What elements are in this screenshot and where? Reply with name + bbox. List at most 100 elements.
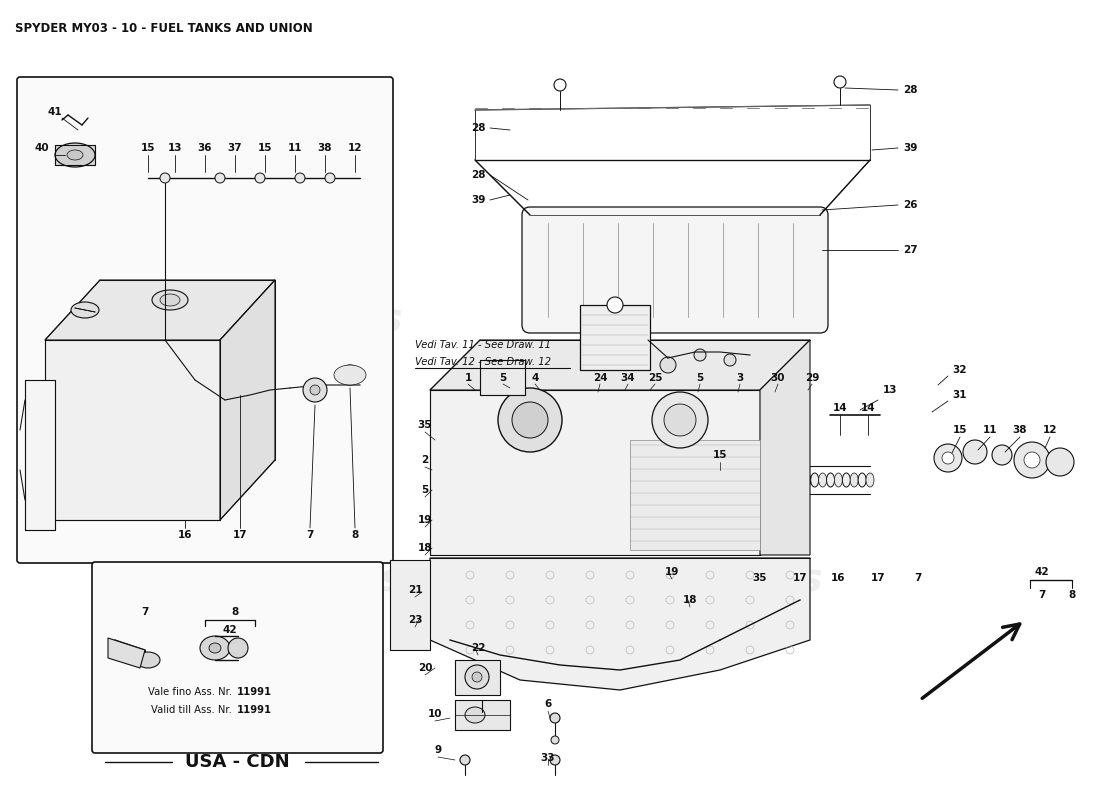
Ellipse shape [834,76,846,88]
Text: 17: 17 [233,530,248,540]
Ellipse shape [843,473,850,487]
Ellipse shape [1014,442,1050,478]
Text: 36: 36 [198,143,212,153]
Text: eurospares: eurospares [157,561,403,599]
Ellipse shape [472,672,482,682]
Text: 5: 5 [421,485,429,495]
Text: 42: 42 [1035,567,1049,577]
Ellipse shape [664,404,696,436]
Text: 40: 40 [35,143,50,153]
Polygon shape [25,380,55,530]
Text: 9: 9 [434,745,441,755]
Text: Valid till Ass. Nr.: Valid till Ass. Nr. [151,705,235,715]
Ellipse shape [826,473,835,487]
Ellipse shape [739,473,748,487]
Text: 13: 13 [882,385,898,395]
Text: 37: 37 [228,143,242,153]
Text: 8: 8 [231,607,239,617]
Text: 32: 32 [953,365,967,375]
Polygon shape [430,340,810,390]
Text: 13: 13 [167,143,183,153]
Ellipse shape [866,473,874,487]
Text: 27: 27 [903,245,917,255]
Ellipse shape [803,473,811,487]
Text: 8: 8 [1068,590,1076,600]
Text: 15: 15 [141,143,155,153]
Polygon shape [480,360,525,395]
Text: 31: 31 [953,390,967,400]
Polygon shape [455,700,510,730]
Text: 30: 30 [771,373,785,383]
Text: 19: 19 [664,567,679,577]
Ellipse shape [607,297,623,313]
Text: 39: 39 [903,143,917,153]
Text: 28: 28 [903,85,917,95]
Polygon shape [455,660,500,695]
Polygon shape [220,280,275,520]
Ellipse shape [228,638,248,658]
Ellipse shape [67,150,82,160]
Text: 3: 3 [736,373,744,383]
Text: 17: 17 [793,573,807,583]
Ellipse shape [200,636,230,660]
Polygon shape [760,340,810,555]
Text: 7: 7 [914,573,922,583]
Text: 2: 2 [421,455,429,465]
FancyBboxPatch shape [16,77,393,563]
Ellipse shape [340,365,360,385]
Ellipse shape [934,444,962,472]
Text: 14: 14 [833,403,847,413]
Text: 7: 7 [306,530,313,540]
Text: 6: 6 [544,699,551,709]
Ellipse shape [554,79,566,91]
Text: 15: 15 [953,425,967,435]
Text: 35: 35 [752,573,768,583]
Text: 21: 21 [408,585,422,595]
Ellipse shape [310,385,320,395]
Text: 22: 22 [471,643,485,653]
Ellipse shape [835,473,843,487]
Ellipse shape [771,473,779,487]
Ellipse shape [850,473,858,487]
Ellipse shape [465,665,490,689]
Ellipse shape [962,440,987,464]
Ellipse shape [550,755,560,765]
Text: Vedi Tav. 11 - See Draw. 11: Vedi Tav. 11 - See Draw. 11 [415,340,551,350]
Ellipse shape [763,473,771,487]
Ellipse shape [756,473,763,487]
Text: 11: 11 [288,143,302,153]
Ellipse shape [550,713,560,723]
Ellipse shape [660,357,676,373]
Text: 7: 7 [1038,590,1046,600]
Polygon shape [45,280,275,340]
Text: 11: 11 [982,425,998,435]
Text: 16: 16 [830,573,845,583]
Ellipse shape [732,473,740,487]
Text: 23: 23 [408,615,422,625]
Text: 8: 8 [351,530,359,540]
Text: Vedi Tav. 12 - See Draw. 12: Vedi Tav. 12 - See Draw. 12 [415,357,551,367]
Text: eurospares: eurospares [578,261,823,299]
Ellipse shape [302,378,327,402]
Polygon shape [630,440,760,550]
Ellipse shape [992,445,1012,465]
Text: 5: 5 [696,373,704,383]
Text: 19: 19 [418,515,432,525]
Text: 26: 26 [903,200,917,210]
Text: eurospares: eurospares [157,301,403,339]
Text: 17: 17 [871,573,886,583]
Ellipse shape [551,736,559,744]
Text: 12: 12 [348,143,362,153]
Text: 28: 28 [471,170,485,180]
Text: eurospares: eurospares [578,561,823,599]
Ellipse shape [295,173,305,183]
Text: 18: 18 [683,595,697,605]
Ellipse shape [858,473,866,487]
Text: 15: 15 [713,450,727,460]
Text: 38: 38 [318,143,332,153]
Text: Vale fino Ass. Nr.: Vale fino Ass. Nr. [147,687,235,697]
Text: 11991: 11991 [236,687,272,697]
Text: 12: 12 [1043,425,1057,435]
Text: 34: 34 [620,373,636,383]
Ellipse shape [818,473,826,487]
